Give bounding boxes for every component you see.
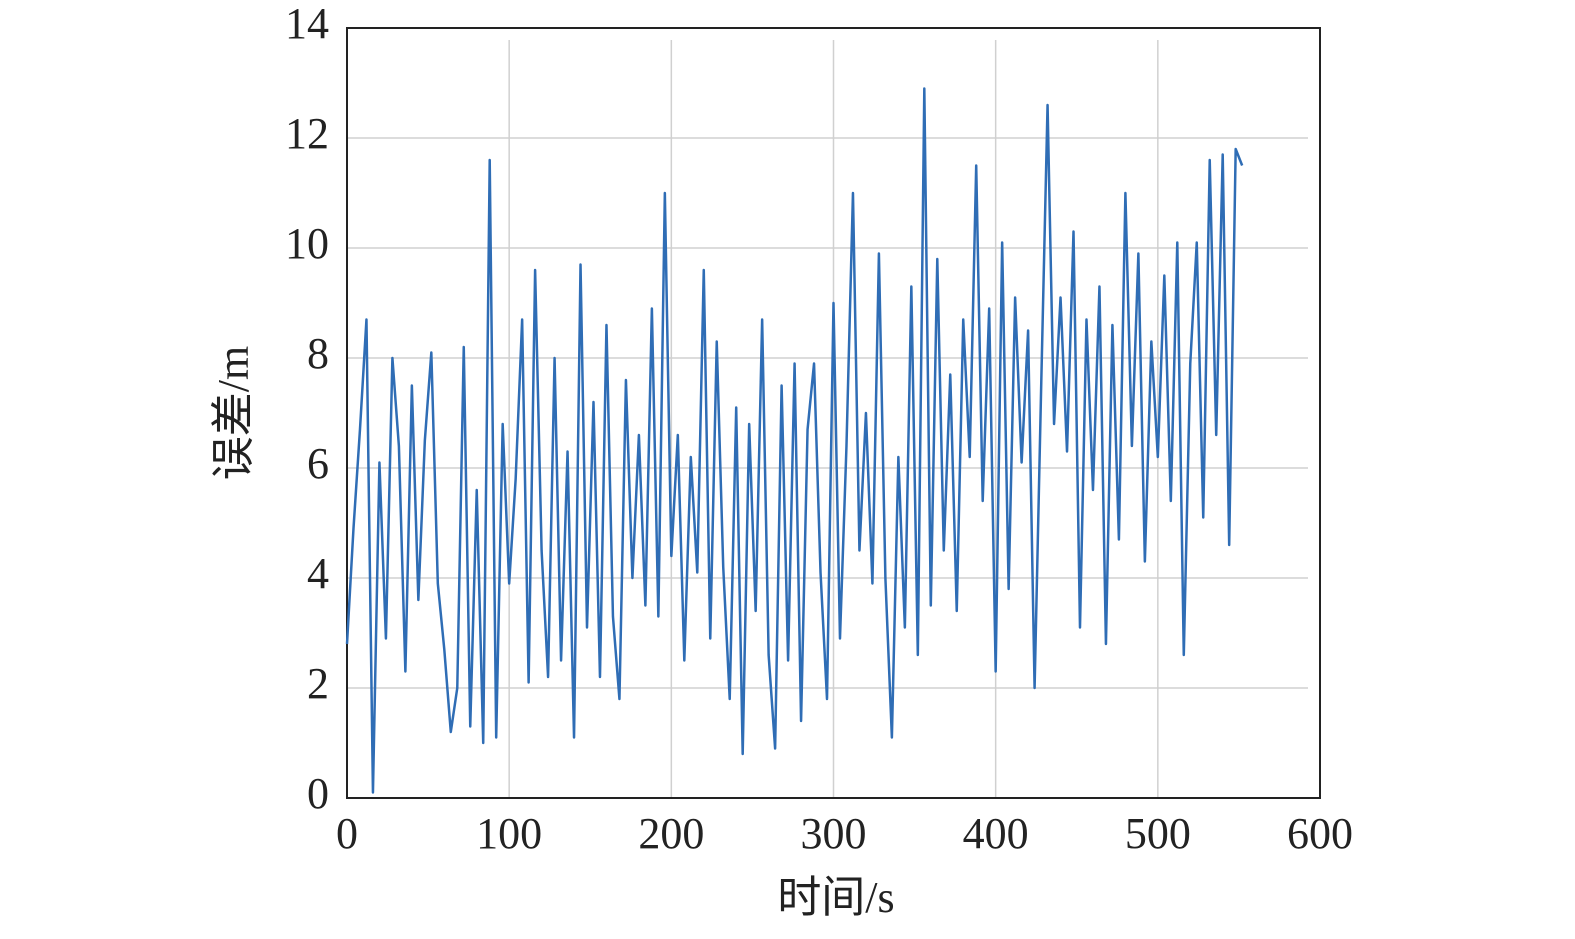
plot-frame [346,27,1321,799]
y-axis-label: 误差/m [209,346,258,480]
y-tick-label: 14 [285,0,329,48]
x-tick-label: 200 [638,809,704,858]
x-tick-label: 500 [1125,809,1191,858]
y-tick-label: 6 [307,439,329,488]
x-axis-label: 时间/s [777,873,894,922]
x-tick-label: 400 [963,809,1029,858]
data-line [345,87,1244,794]
y-tick-label: 2 [307,659,329,708]
y-tick-label: 10 [285,219,329,268]
y-tick-label: 0 [307,769,329,818]
x-tick-label: 600 [1287,809,1353,858]
y-tick-label: 4 [307,549,329,598]
y-tick-label: 8 [307,329,329,378]
x-tick-label: 300 [801,809,867,858]
x-tick-label: 100 [476,809,542,858]
y-tick-label: 12 [285,109,329,158]
x-tick-label: 0 [336,809,358,858]
